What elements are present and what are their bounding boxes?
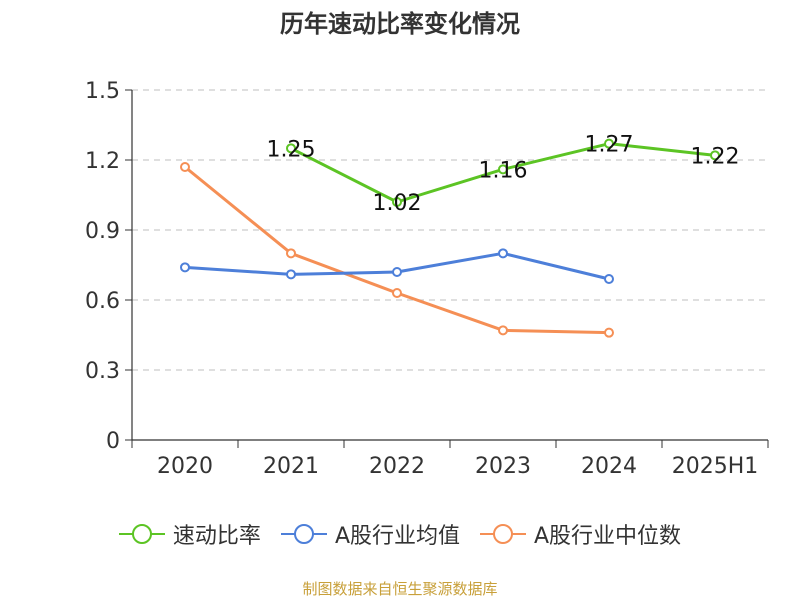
data-point [710,150,720,161]
x-tick-label: 2022 [369,454,425,479]
y-tick-label: 0.6 [85,289,120,314]
data-label: 1.25 [267,137,316,162]
legend-swatch-industry-median-icon [480,524,526,544]
source-footer: 制图数据来自恒生聚源数据库 [302,580,498,598]
data-point [286,269,296,280]
chart-title: 历年速动比率变化情况 [280,10,520,38]
data-point [392,197,402,207]
legend-label-quick-ratio: 速动比率 [172,524,261,549]
data-point [498,164,508,175]
data-point [604,274,614,284]
data-point [392,267,402,277]
legend-item-quick-ratio[interactable]: 速动比率 [118,518,261,550]
data-point [604,138,614,149]
legend-item-industry-median[interactable]: A股行业中位数 [480,518,681,550]
x-tick-label: 2023 [475,454,531,479]
data-label-layer: 1.25 1.02 1.16 1.27 1.22 [267,133,740,216]
data-point [498,325,508,336]
data-label: 1.27 [585,133,634,158]
legend-label-industry-median: A股行业中位数 [534,524,682,549]
data-label: 1.16 [479,158,528,183]
data-label: 1.22 [691,144,740,169]
data-point [498,248,508,259]
y-tick-label: 0.3 [85,359,120,384]
data-point [392,288,402,298]
y-tick-label: 1.2 [85,149,120,174]
legend-item-industry-average[interactable]: A股行业均值 [280,518,460,550]
data-point [180,162,190,172]
x-tick-label: 2021 [263,454,319,479]
legend-label-industry-average: A股行业均值 [334,524,460,549]
legend[interactable]: 速动比率 A股行业均值 A股行业中位数 [0,518,800,550]
x-tick-label: 2024 [581,454,637,479]
series-layer [180,138,720,338]
y-tick-label: 1.5 [85,79,120,104]
y-tick-label: 0 [106,429,120,454]
legend-swatch-quick-ratio-icon [118,524,165,544]
data-point [286,248,296,259]
grid-layer [132,89,768,371]
x-tick-label: 2020 [157,454,213,479]
data-point [180,262,190,273]
axis-layer: 0 0.3 0.6 0.9 1.2 1.5 2020 2021 2022 2023 2024 2025… [85,79,769,479]
y-tick-label: 0.9 [85,219,120,244]
x-tick-label: 2025H1 [672,454,759,479]
data-point [604,327,614,338]
data-point [286,143,296,154]
data-label: 1.02 [373,191,422,216]
legend-swatch-industry-average-icon [280,524,327,544]
